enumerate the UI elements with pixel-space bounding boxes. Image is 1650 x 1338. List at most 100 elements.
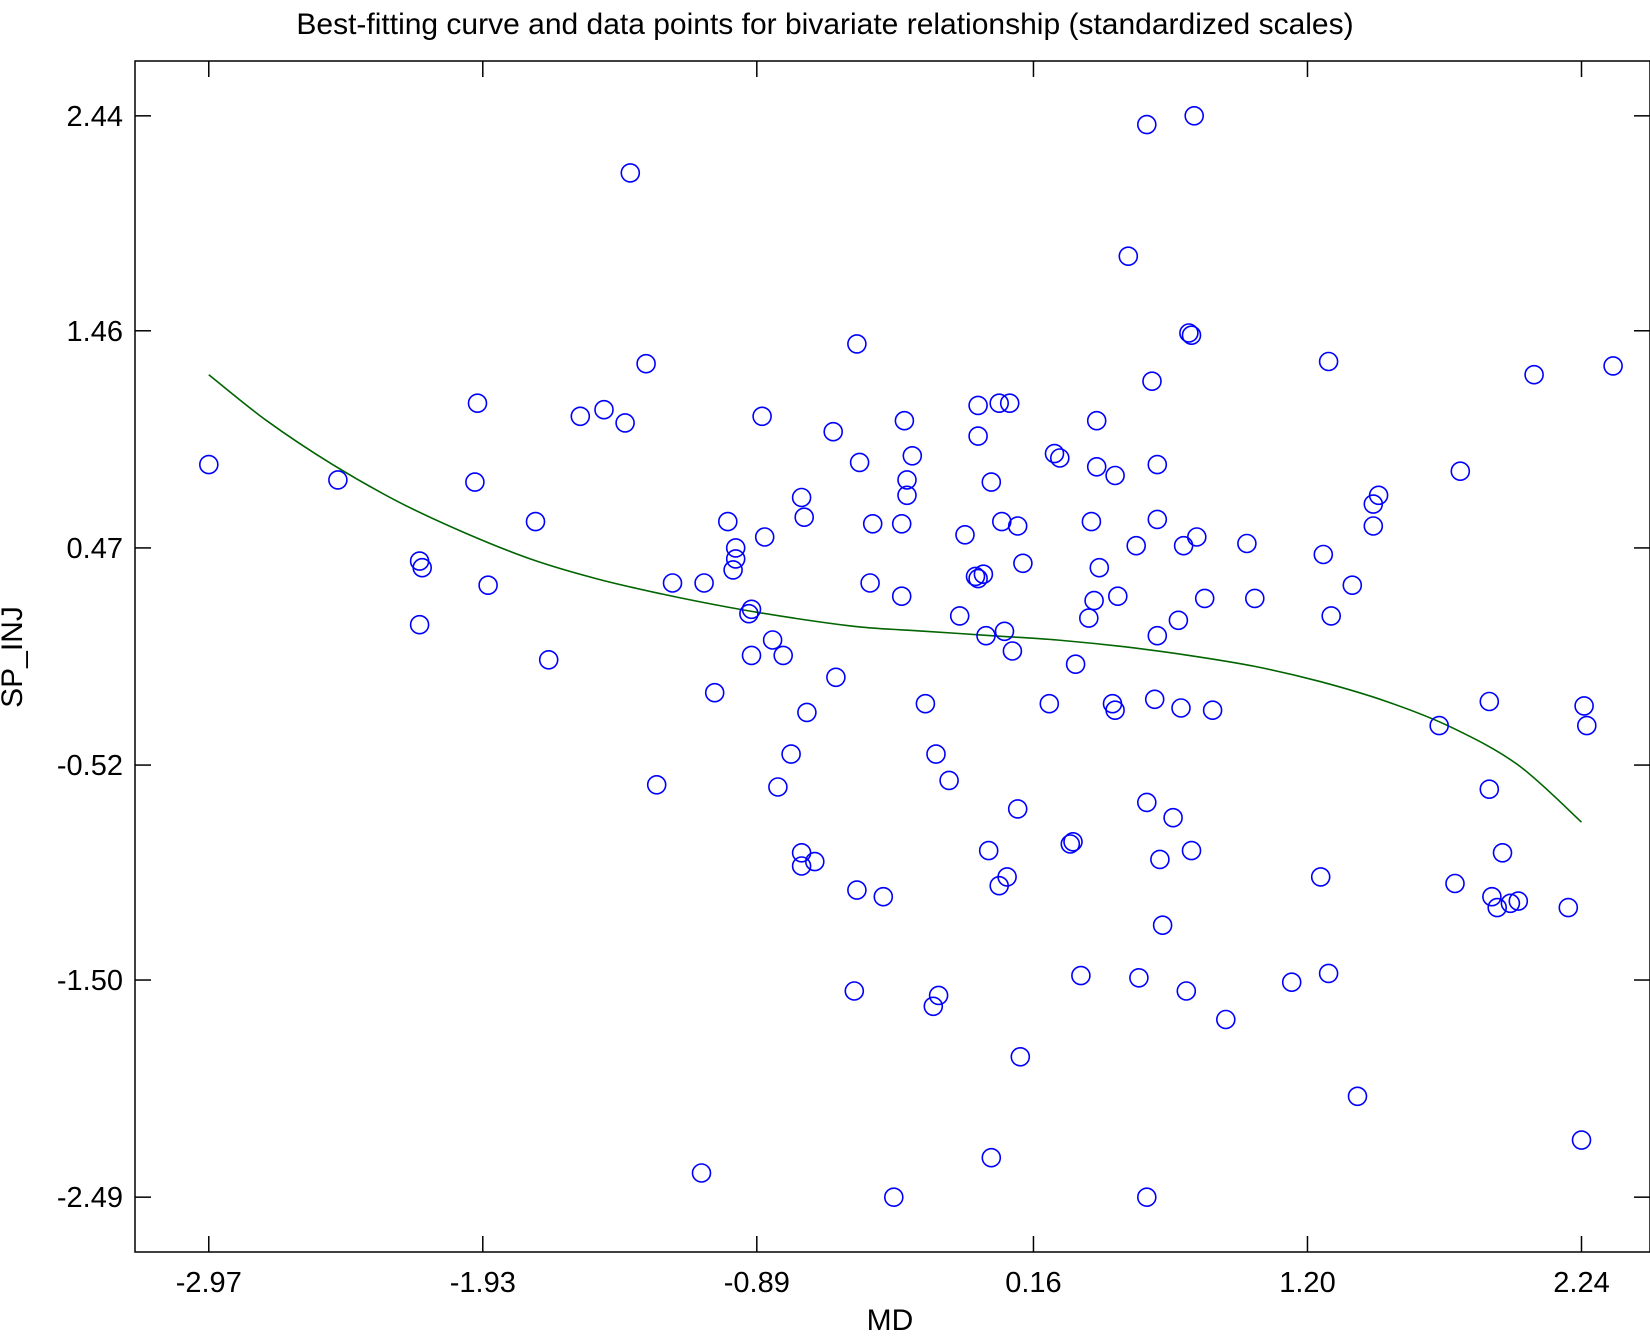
data-point (1142, 371, 1162, 392)
data-point (717, 511, 738, 532)
y-tick-label: 1.46 (67, 316, 123, 348)
data-point (1150, 849, 1170, 870)
data-point (1079, 608, 1099, 628)
data-point (1216, 1009, 1236, 1030)
data-point (741, 645, 762, 666)
y-tick-label: -0.52 (57, 750, 123, 782)
data-point (620, 163, 641, 183)
data-point (915, 693, 936, 714)
data-point (978, 840, 999, 861)
data-point (1368, 485, 1389, 506)
data-point (860, 573, 880, 593)
data-point (1007, 799, 1028, 819)
data-point (991, 511, 1012, 532)
data-point (1147, 625, 1168, 646)
data-point (862, 513, 883, 534)
data-point (1500, 893, 1521, 914)
data-point (409, 614, 430, 635)
data-point (955, 524, 975, 545)
x-tick-label: 0.16 (1005, 1267, 1061, 1299)
data-point (636, 353, 656, 374)
data-point (794, 507, 815, 528)
data-point (594, 399, 614, 420)
y-axis-label: SP_INJ (0, 606, 29, 708)
y-tick-label: -2.49 (57, 1182, 123, 1214)
data-point (762, 630, 783, 650)
data-point (883, 1187, 904, 1207)
data-point (1063, 831, 1083, 852)
data-point (1013, 553, 1033, 574)
data-point (939, 770, 959, 791)
data-point (478, 575, 498, 596)
data-point (1007, 516, 1028, 536)
data-point (1086, 410, 1107, 431)
data-point (741, 599, 762, 620)
data-point (797, 702, 817, 723)
fit-curve (208, 374, 1583, 823)
data-point (1202, 700, 1223, 721)
data-point (773, 645, 794, 666)
data-point (646, 774, 667, 795)
data-point (1173, 535, 1194, 556)
data-point (752, 406, 772, 427)
data-point (999, 393, 1020, 414)
data-point (1181, 325, 1202, 346)
data-point (570, 406, 591, 427)
data-point (739, 603, 759, 624)
data-point (691, 1163, 712, 1183)
data-point (968, 568, 988, 589)
data-point (823, 421, 844, 442)
data-point (976, 625, 996, 646)
x-tick-label: 2.24 (1553, 1267, 1609, 1299)
data-point (1445, 873, 1465, 894)
data-point (968, 426, 988, 446)
data-point (1187, 527, 1207, 547)
data-point (791, 487, 812, 508)
data-points-layer (199, 106, 1623, 1207)
data-point (1482, 886, 1502, 907)
data-point (849, 452, 870, 473)
data-point (1318, 351, 1339, 372)
data-point (981, 472, 1002, 492)
data-point (1450, 461, 1471, 482)
data-point (781, 744, 801, 764)
data-point (804, 851, 825, 872)
data-point (873, 886, 894, 907)
data-point (1171, 698, 1191, 718)
data-point (1071, 965, 1091, 986)
y-axis: 2.44 1.46 0.47 -0.52 -1.50 -2.49 (57, 101, 1650, 1214)
data-point (897, 485, 917, 506)
fit-curve-layer (208, 374, 1583, 823)
data-point (704, 682, 725, 703)
data-point (1044, 443, 1065, 464)
data-point (1118, 246, 1139, 267)
data-point (1179, 323, 1199, 343)
data-point (1105, 700, 1125, 721)
data-point (891, 586, 912, 607)
data-point (1429, 715, 1449, 736)
data-point (1237, 533, 1257, 554)
data-point (538, 649, 559, 670)
data-point (1163, 807, 1183, 828)
data-point (1347, 1086, 1368, 1107)
data-point (965, 566, 986, 587)
data-point (1137, 114, 1157, 135)
data-point (1089, 557, 1110, 578)
data-point (1310, 867, 1331, 887)
data-point (328, 470, 348, 490)
data-point (994, 621, 1015, 642)
data-point (1129, 967, 1149, 988)
data-point (973, 564, 994, 585)
data-point (1577, 715, 1597, 736)
data-point (1508, 891, 1529, 911)
data-point (1245, 588, 1265, 609)
data-point (923, 996, 944, 1017)
data-point (1039, 693, 1060, 714)
x-tick-label: 1.20 (1279, 1267, 1335, 1299)
data-point (1487, 897, 1507, 918)
data-point (725, 549, 746, 569)
data-point (694, 573, 714, 593)
data-point (768, 777, 788, 797)
data-point (1176, 981, 1197, 1001)
data-point (1144, 689, 1165, 710)
